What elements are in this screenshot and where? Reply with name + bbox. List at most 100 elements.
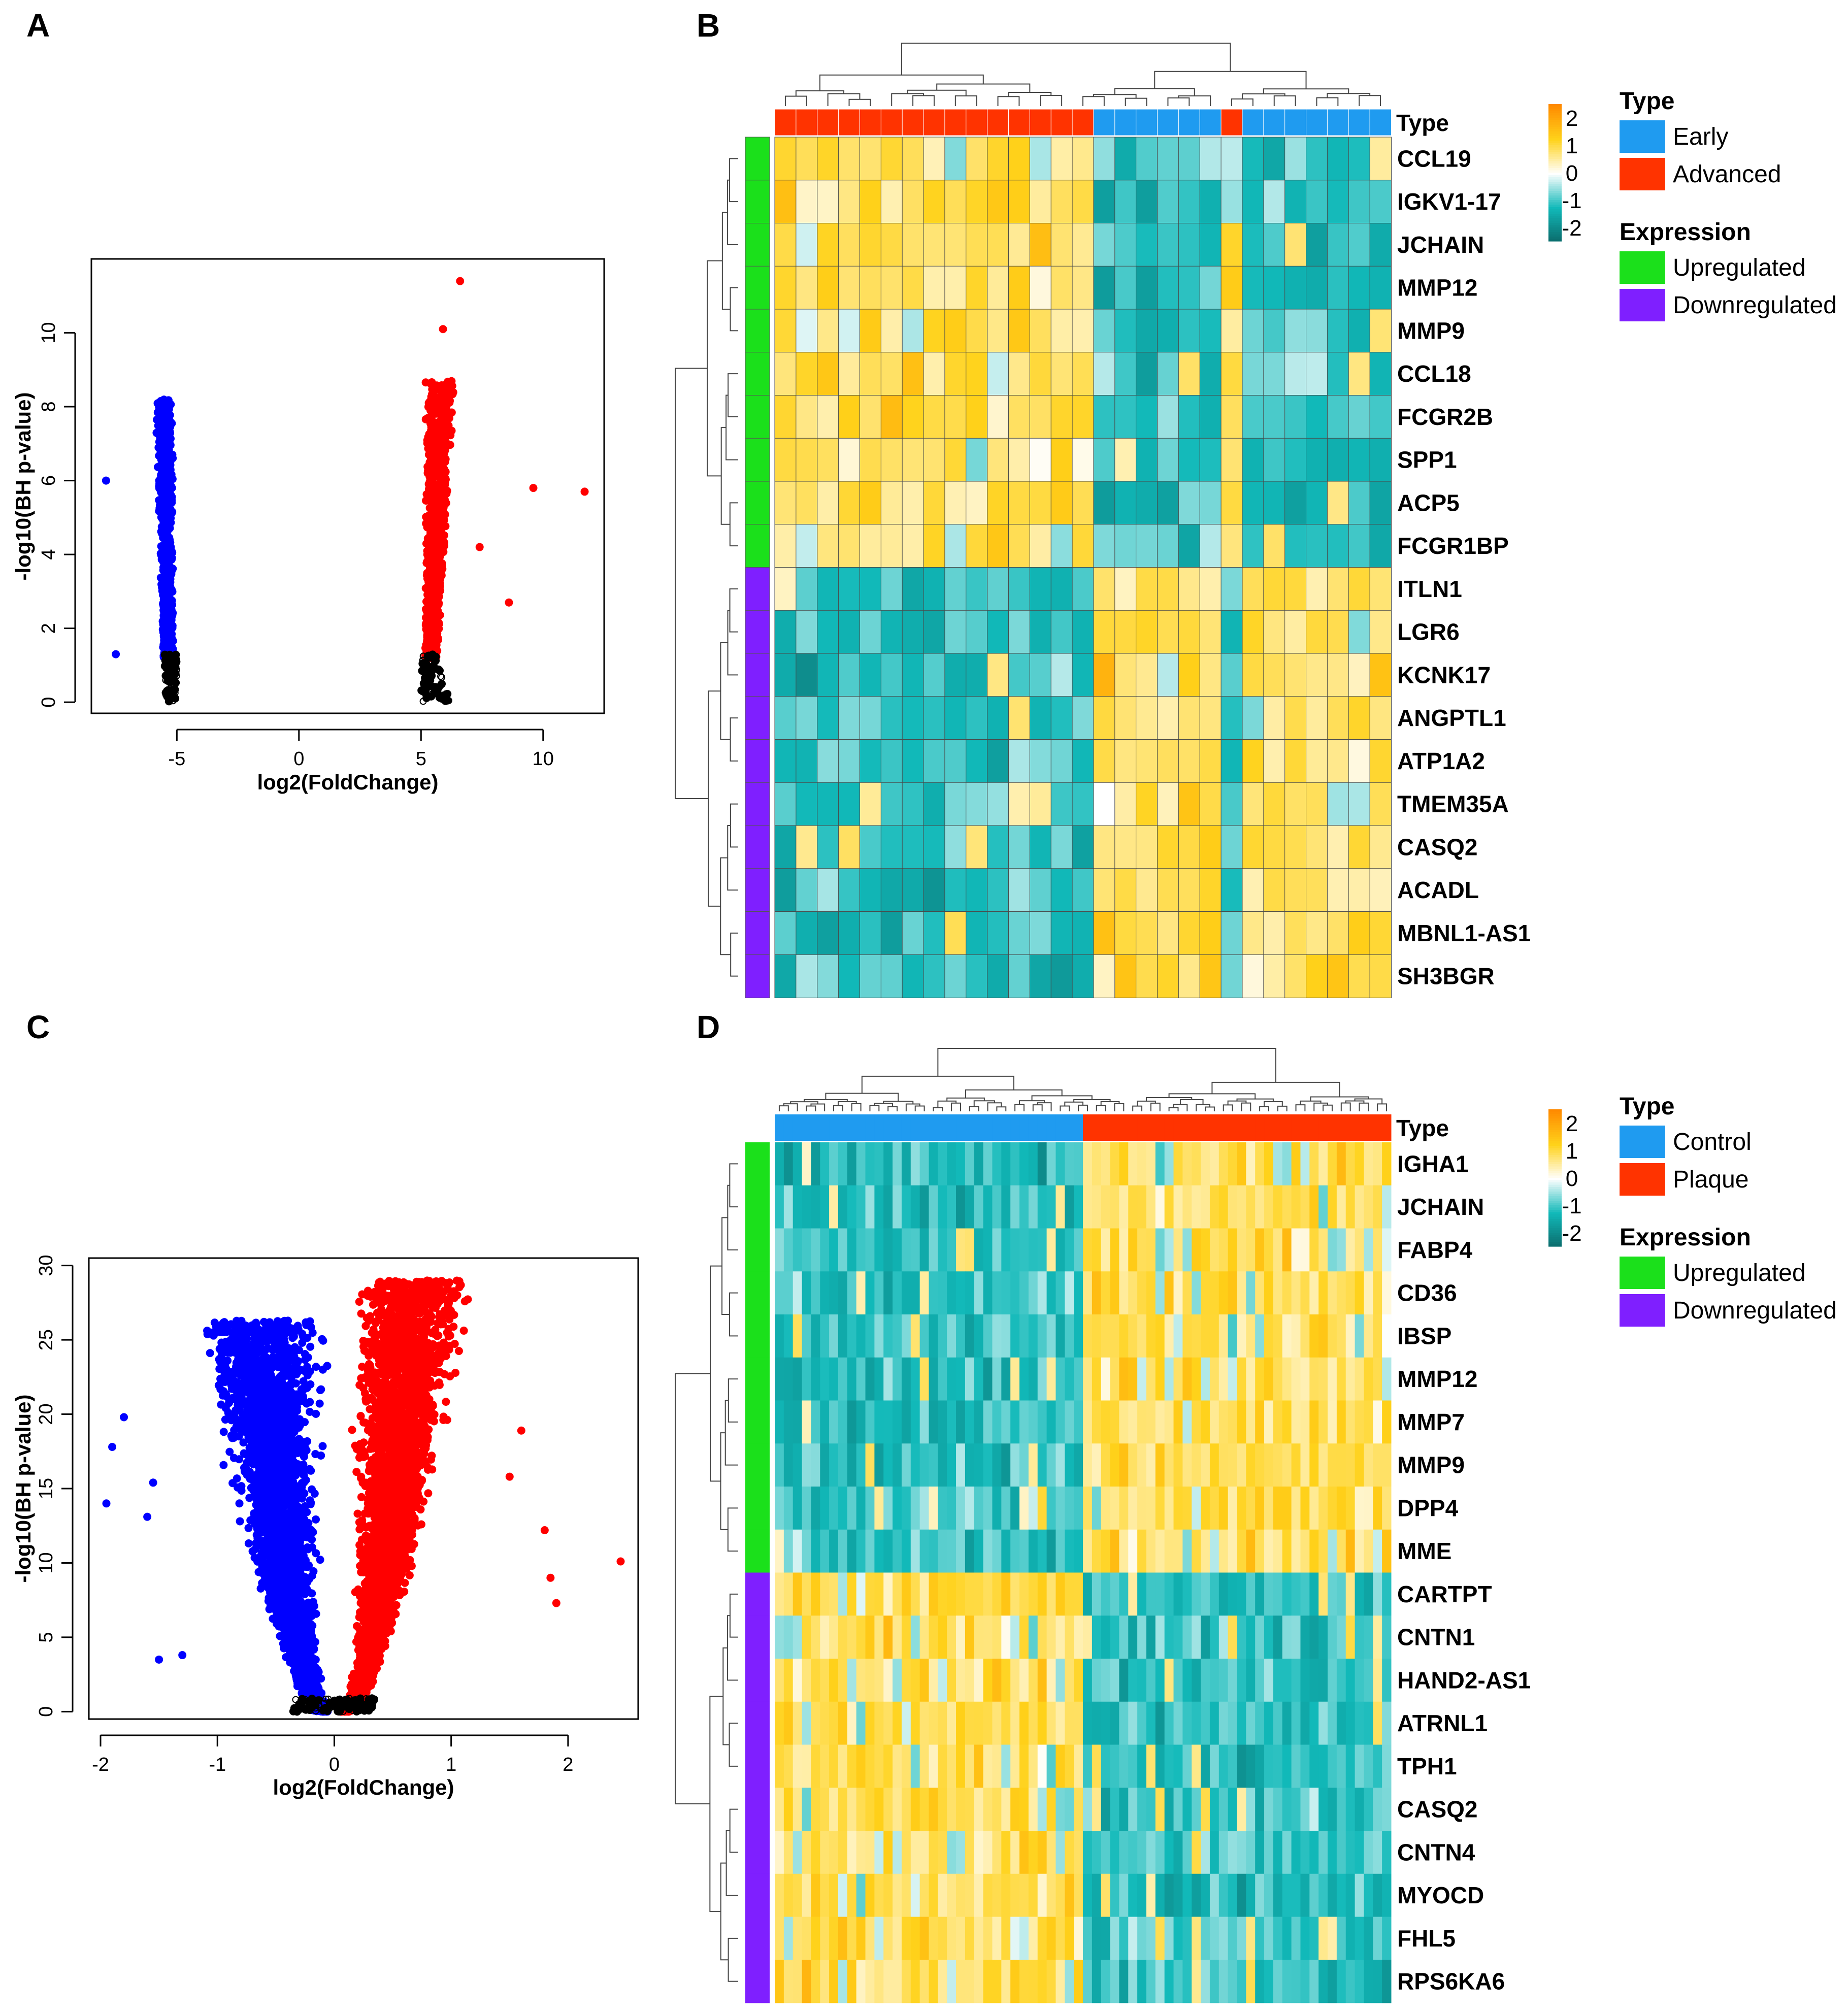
panel-letter-b: B	[697, 7, 720, 44]
ns-point	[418, 667, 426, 675]
up-point	[426, 585, 435, 593]
up-point	[475, 543, 484, 551]
up-point	[456, 277, 465, 285]
down-point	[236, 1416, 244, 1425]
down-point	[168, 547, 176, 555]
up-point	[428, 522, 437, 531]
ns-point	[171, 669, 180, 678]
down-point	[283, 1425, 291, 1433]
down-point	[235, 1499, 244, 1508]
ns-point	[435, 694, 444, 702]
down-point	[298, 1338, 307, 1347]
down-point	[312, 1515, 320, 1524]
y-tick-label: 6	[38, 475, 59, 486]
down-point	[308, 1535, 316, 1544]
ns-point	[427, 672, 436, 680]
up-point	[422, 618, 431, 626]
up-point	[439, 325, 447, 334]
down-point	[310, 1489, 319, 1498]
down-point	[221, 1404, 230, 1412]
volcano-a-points	[102, 277, 589, 706]
down-point	[252, 1318, 260, 1327]
panel-letter-a: A	[26, 7, 50, 44]
down-point	[221, 1415, 229, 1424]
down-point	[160, 542, 169, 550]
down-point	[162, 404, 171, 412]
panel-letter-c: C	[26, 1009, 50, 1045]
up-point	[430, 599, 438, 608]
up-point	[435, 502, 443, 511]
down-point	[244, 1539, 253, 1548]
up-point	[428, 430, 437, 439]
down-point	[241, 1400, 249, 1409]
down-point	[219, 1461, 228, 1469]
x-tick-label: 10	[533, 748, 554, 770]
x-tick-label: 5	[416, 748, 426, 770]
down-point	[319, 1336, 327, 1345]
up-point	[438, 415, 446, 423]
volcano-c-points	[102, 1276, 625, 1716]
down-point	[269, 1614, 277, 1623]
up-point	[436, 611, 444, 619]
down-point	[244, 1414, 253, 1423]
up-point	[438, 541, 447, 550]
up-point	[432, 624, 441, 633]
down-point	[168, 554, 176, 563]
down-point	[299, 1394, 307, 1403]
down-point	[304, 1353, 312, 1362]
down-point	[162, 479, 171, 488]
down-point	[154, 463, 162, 471]
down-point	[237, 1482, 246, 1491]
volcano-a-xlabel: log2(FoldChange)	[257, 770, 439, 794]
up-point	[432, 482, 440, 490]
down-point	[160, 636, 169, 644]
x-tick-label: -5	[168, 748, 185, 770]
down-point	[163, 397, 172, 405]
up-point	[430, 387, 438, 396]
down-point	[312, 1409, 320, 1418]
down-point	[157, 471, 166, 479]
up-point	[441, 446, 449, 454]
up-point	[505, 598, 513, 607]
down-point	[283, 1360, 291, 1369]
up-point	[439, 435, 448, 444]
down-point	[155, 404, 164, 413]
down-point	[262, 1345, 271, 1354]
down-point	[240, 1377, 248, 1386]
up-point	[426, 417, 435, 425]
down-point	[164, 502, 173, 511]
up-point	[426, 379, 435, 388]
up-point	[431, 543, 439, 551]
down-point	[236, 1517, 244, 1526]
down-point	[155, 451, 163, 460]
down-point	[158, 525, 167, 534]
down-point	[304, 1519, 313, 1527]
down-point	[158, 515, 167, 523]
y-tick-label: 8	[38, 401, 59, 412]
down-point	[155, 496, 163, 505]
down-point	[159, 642, 168, 651]
down-point	[206, 1349, 214, 1358]
down-point	[315, 1399, 324, 1408]
down-point	[296, 1563, 305, 1572]
volcano-a-ylabel: -log10(BH p-value)	[11, 392, 35, 580]
up-point	[429, 409, 438, 417]
up-point	[434, 470, 442, 479]
ns-point	[435, 666, 444, 675]
down-point	[162, 489, 171, 498]
down-point	[323, 1362, 332, 1370]
down-point	[250, 1518, 258, 1526]
down-point	[282, 1398, 291, 1407]
down-point	[316, 1386, 324, 1395]
y-tick-label: 10	[38, 322, 59, 343]
down-point	[163, 591, 172, 600]
up-point	[529, 484, 538, 492]
up-point	[431, 447, 439, 455]
down-point	[218, 1374, 226, 1382]
down-point	[306, 1380, 315, 1389]
up-point	[427, 636, 436, 644]
up-point	[443, 486, 451, 495]
